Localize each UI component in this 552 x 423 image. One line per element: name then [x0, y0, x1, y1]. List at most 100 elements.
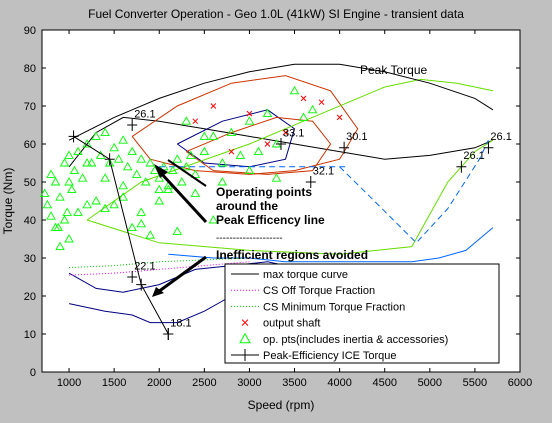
op-point-marker — [122, 161, 133, 171]
op-point-marker — [39, 188, 50, 197]
y-tick-label: 30 — [24, 253, 36, 265]
contour-line — [339, 139, 489, 244]
x-tick-label: 2500 — [192, 377, 216, 389]
op-point-marker — [50, 177, 61, 186]
x-tick-label: 3000 — [237, 377, 261, 389]
x-tick-label: 1000 — [57, 377, 81, 389]
peak-eff-marker — [136, 278, 147, 291]
op-point-marker — [66, 184, 77, 194]
arrow-up-head — [154, 164, 168, 178]
op-point-marker — [298, 112, 309, 121]
contour-label: 22.1 — [134, 260, 155, 272]
op-point-marker — [136, 207, 146, 216]
op-point-marker — [127, 146, 137, 156]
y-tick-label: 20 — [24, 291, 36, 303]
x-tick-label: 5500 — [463, 377, 487, 389]
op-point-marker — [244, 165, 255, 175]
peak-eff-marker — [483, 141, 494, 154]
arrow-up2-line — [167, 159, 207, 187]
y-tick-label: 80 — [24, 63, 36, 75]
contour-label: 18.1 — [170, 317, 191, 329]
op-point-marker — [64, 177, 74, 186]
op-point-marker — [208, 131, 219, 140]
contour-line — [86, 139, 494, 255]
operating-points-label-1: Operating points — [216, 185, 312, 199]
peak-eff-marker — [104, 153, 115, 166]
contour-line — [131, 75, 359, 175]
x-axis-label: Speed (rpm) — [248, 398, 315, 412]
max-torque-line — [68, 63, 494, 141]
op-point-marker — [55, 192, 65, 201]
op-point-marker — [64, 234, 74, 243]
legend-label: max torque curve — [263, 269, 348, 281]
op-point-marker — [109, 142, 119, 152]
op-point-marker — [109, 199, 119, 209]
chart-title: Fuel Converter Operation - Geo 1.0L (41k… — [88, 7, 464, 21]
peak-eff-line — [73, 135, 169, 335]
op-point-marker — [154, 184, 165, 194]
op-point-marker — [100, 203, 110, 213]
x-tick-label: 5000 — [418, 377, 442, 389]
op-point-marker — [100, 173, 110, 182]
op-point-marker — [82, 199, 92, 209]
op-point-marker — [235, 150, 246, 159]
legend-swatch — [239, 332, 251, 344]
op-point-marker — [59, 158, 70, 167]
y-tick-label: 40 — [24, 215, 36, 227]
op-point-marker — [145, 158, 156, 167]
op-point-marker — [64, 150, 74, 159]
op-point-marker — [208, 215, 219, 224]
x-tick-label: 4000 — [327, 377, 351, 389]
op-point-marker — [167, 165, 178, 175]
op-point-marker — [46, 169, 56, 178]
legend-label: CS Minimum Torque Fraction — [263, 301, 405, 313]
dashes-label: -------------------- — [216, 233, 283, 244]
annotations: Peak Torque Operating points around the … — [152, 63, 427, 297]
op-point-marker — [73, 146, 83, 156]
arrow-down-head — [152, 287, 164, 297]
legend-label: op. pts(includes inertia & accessories) — [263, 334, 448, 346]
peak-eff-marker — [456, 160, 467, 173]
op-point-marker — [262, 108, 273, 118]
contour-label: 26.1 — [463, 150, 484, 162]
legend-swatch — [231, 349, 259, 361]
legend-label: CS Off Torque Fraction — [263, 285, 375, 297]
op-point-marker — [145, 230, 156, 239]
y-tick-label: 90 — [24, 25, 36, 37]
cs-fraction-line — [69, 261, 250, 276]
op-point-marker — [172, 154, 183, 163]
op-point-marker — [177, 177, 187, 186]
y-tick-label: 60 — [24, 139, 36, 151]
x-tick-label: 3500 — [282, 377, 306, 389]
arrow-down-line — [157, 255, 207, 294]
legend-label: Peak-Efficiency ICE Torque — [263, 350, 397, 362]
op-point-marker — [181, 161, 192, 171]
output-shaft-marker — [336, 114, 343, 121]
op-point-marker — [118, 135, 128, 144]
op-point-marker — [199, 131, 210, 140]
op-point-marker — [217, 177, 228, 186]
axes-ticks: 1000 1500 2000 2500 3000 3500 4000 4500 5000 5500… — [24, 25, 532, 389]
y-tick-label: 10 — [24, 329, 36, 341]
output-shaft-marker — [300, 95, 307, 102]
op-point-marker — [190, 169, 201, 178]
op-point-marker — [46, 211, 56, 220]
output-shaft-marker — [192, 118, 199, 125]
contour-label: 30.1 — [346, 131, 367, 143]
op-point-marker — [91, 196, 101, 205]
op-point-marker — [127, 222, 137, 232]
peak-eff-marker — [163, 328, 174, 340]
op-point-marker — [118, 192, 128, 201]
y-tick-label: 50 — [24, 177, 36, 189]
op-point-marker — [73, 207, 83, 216]
op-point-marker — [154, 196, 165, 205]
arrow-up-line — [158, 170, 208, 224]
op-point-marker — [217, 158, 228, 167]
op-point-marker — [136, 154, 146, 163]
contour-label: 33.1 — [283, 127, 304, 139]
op-point-marker — [77, 173, 88, 182]
contour-line — [177, 109, 296, 168]
x-tick-label: 2000 — [147, 377, 171, 389]
output-shaft-marker — [246, 110, 253, 117]
